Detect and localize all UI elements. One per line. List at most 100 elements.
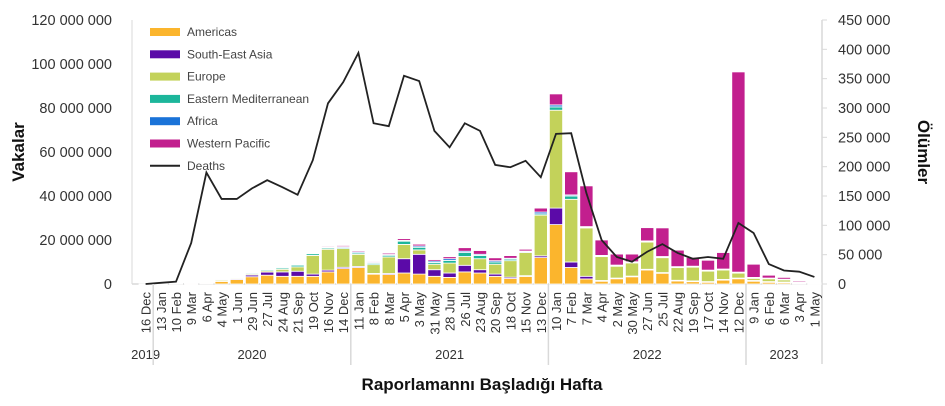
x-tick-label: 30 May	[625, 292, 640, 335]
legend-label: Western Pacific	[187, 137, 270, 151]
bar-segment-americas	[427, 275, 442, 285]
legend-label: Deaths	[187, 159, 225, 173]
bar-segment-europe	[579, 227, 594, 277]
bar-segment-americas	[275, 275, 290, 285]
x-tick-label: 3 Apr	[792, 291, 807, 322]
bar-segment-south-east-asia	[549, 207, 564, 226]
x-tick-label: 19 Sep	[686, 292, 701, 333]
x-tick-label: 26 Jul	[458, 292, 473, 327]
bar-segment-western-pacific	[777, 276, 792, 280]
bar-segment-western-pacific	[366, 261, 381, 263]
y-tick-label: 60 000 000	[39, 145, 112, 161]
bar-segment-americas	[564, 267, 579, 285]
y2-tick-label: 250 000	[838, 130, 890, 146]
bar-segment-western-pacific	[320, 245, 335, 248]
x-axis-title: Raporlamannı Başladığı Hafta	[362, 375, 603, 394]
bar-segment-americas	[488, 275, 503, 285]
x-tick-label: 13 Jan	[154, 292, 169, 331]
bar-segment-south-east-asia	[275, 271, 290, 277]
x-tick-label: 20 Sep	[488, 292, 503, 333]
x-tick-label: 6 Apr	[199, 291, 214, 322]
x-tick-label: 14 Dec	[336, 292, 351, 334]
bar-segment-western-pacific	[244, 271, 259, 274]
bar-segment-western-pacific	[153, 283, 168, 286]
bar-segment-europe	[472, 258, 487, 271]
bar-segment-western-pacific	[655, 227, 670, 257]
bar-segment-western-pacific	[199, 280, 214, 283]
bar-segment-europe	[503, 260, 518, 278]
legend-label: South-East Asia	[187, 47, 273, 61]
x-tick-label: 29 Jun	[245, 292, 260, 331]
bar-segment-western-pacific	[214, 278, 229, 280]
x-tick-label: 27 Jun	[640, 292, 655, 331]
x-tick-label: 16 Nov	[321, 292, 336, 334]
legend-label: Europe	[187, 70, 226, 84]
x-tick-label: 7 Feb	[564, 292, 579, 325]
bar-segment-americas	[655, 272, 670, 285]
bar-segment-europe	[442, 262, 457, 274]
bar-segment-americas	[320, 271, 335, 285]
bar-segment-europe	[533, 214, 548, 257]
bar-segment-europe	[564, 198, 579, 263]
bar-segment-western-pacific	[381, 252, 396, 255]
bar-segment-europe	[351, 253, 366, 267]
x-tick-label: 5 Apr	[397, 291, 412, 322]
x-tick-label: 22 Aug	[671, 292, 686, 333]
bar-segment-south-east-asia	[457, 264, 472, 273]
bar-segment-americas	[396, 272, 411, 285]
bar-segment-europe	[305, 254, 320, 275]
x-tick-label: 11 Jan	[351, 292, 366, 330]
bar-segment-europe	[381, 256, 396, 274]
x-tick-label: 14 Nov	[716, 292, 731, 334]
x-tick-label: 19 Oct	[306, 292, 321, 331]
bar-segment-europe	[594, 255, 609, 281]
x-tick-label: 28 Jun	[443, 292, 458, 331]
x-tick-label: 10 Jan	[549, 292, 564, 331]
bar-segment-europe	[396, 243, 411, 260]
bar-segment-western-pacific	[442, 256, 457, 260]
x-tick-label: 3 May	[412, 292, 427, 328]
legend-swatch	[150, 139, 180, 148]
deaths-line	[145, 50, 815, 285]
bar-segment-americas	[305, 275, 320, 285]
bar-segment-eastern-mediterranean	[457, 252, 472, 257]
x-tick-label: 10 Feb	[169, 292, 184, 332]
x-tick-label: 13 Dec	[534, 292, 549, 334]
bar-segment-americas	[290, 275, 305, 285]
bar-segment-south-east-asia	[260, 271, 275, 276]
year-label: 2021	[435, 347, 464, 362]
bar-segment-western-pacific	[488, 257, 503, 262]
bar-segment-americas	[457, 271, 472, 285]
x-tick-label: 1 Jun	[230, 292, 245, 324]
bar-segment-europe	[427, 263, 442, 271]
bar-segment-western-pacific	[503, 255, 518, 259]
bar-segment-south-east-asia	[396, 258, 411, 274]
bar-segment-americas	[381, 274, 396, 285]
x-tick-label: 17 Oct	[701, 292, 716, 331]
y2-tick-label: 450 000	[838, 13, 890, 29]
year-label: 2022	[633, 347, 662, 362]
bar-segment-western-pacific	[290, 263, 305, 266]
bar-segment-americas	[533, 257, 548, 285]
x-tick-label: 8 Feb	[367, 292, 382, 325]
bar-segment-americas	[244, 276, 259, 285]
bar-segment-europe	[336, 248, 351, 268]
x-tick-label: 15 Nov	[519, 292, 534, 334]
bar-segment-western-pacific	[260, 268, 275, 270]
bar-segment-americas	[366, 273, 381, 285]
legend-swatch	[150, 28, 180, 36]
y2-tick-label: 50 000	[838, 248, 882, 264]
y-tick-label: 0	[104, 277, 112, 293]
bar-segment-western-pacific	[701, 259, 716, 271]
legend-swatch	[150, 94, 180, 103]
bar-segment-western-pacific	[746, 263, 761, 278]
bar-segment-europe	[290, 266, 305, 272]
x-tick-label: 16 Dec	[139, 292, 154, 334]
bar-segment-europe	[518, 252, 533, 277]
x-tick-label: 2 May	[610, 292, 625, 328]
x-tick-label: 9 Mar	[184, 291, 199, 325]
x-tick-label: 24 Aug	[275, 292, 290, 333]
year-label: 2019	[131, 347, 160, 362]
y-tick-label: 100 000 000	[31, 57, 112, 73]
